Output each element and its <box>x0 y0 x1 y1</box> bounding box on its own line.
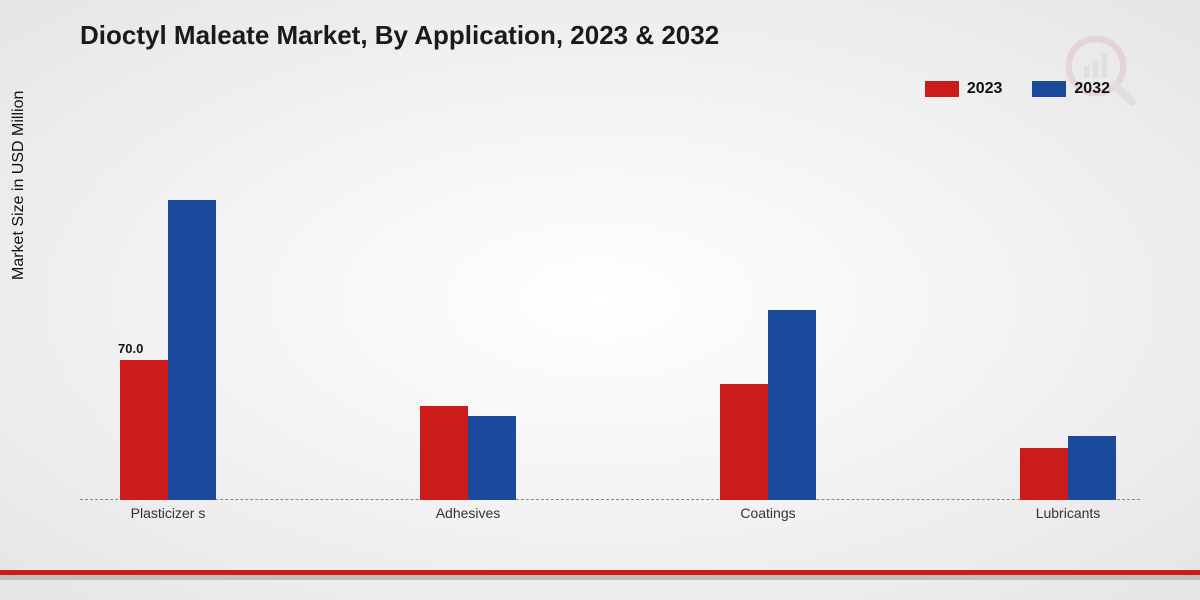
logo-watermark <box>1060 30 1140 110</box>
x-axis-label: Lubricants <box>1013 505 1123 521</box>
data-label: 70.0 <box>118 341 143 356</box>
legend: 2023 2032 <box>925 80 1110 98</box>
y-axis-label: Market Size in USD Million <box>10 91 28 280</box>
bar-2023 <box>1020 448 1068 500</box>
footer-bar <box>0 570 1200 580</box>
legend-item-2023: 2023 <box>925 80 1003 98</box>
bar-group <box>1020 436 1116 500</box>
chart-title: Dioctyl Maleate Market, By Application, … <box>80 20 719 51</box>
bar-2032 <box>468 416 516 500</box>
legend-item-2032: 2032 <box>1032 80 1110 98</box>
x-axis-label: Coatings <box>713 505 823 521</box>
legend-label-2023: 2023 <box>967 80 1003 98</box>
x-axis-label: Plasticizer s <box>113 505 223 521</box>
legend-swatch-2023 <box>925 81 959 97</box>
legend-swatch-2032 <box>1032 81 1066 97</box>
bar-2032 <box>1068 436 1116 500</box>
bar-2023 <box>420 406 468 500</box>
bar-2023 <box>720 384 768 500</box>
bar-group <box>720 310 816 500</box>
x-axis-label: Adhesives <box>413 505 523 521</box>
legend-label-2032: 2032 <box>1074 80 1110 98</box>
bar-2032 <box>768 310 816 500</box>
chart-baseline <box>80 499 1140 500</box>
bar-2023 <box>120 360 168 500</box>
chart-area: 70.0 <box>80 140 1140 500</box>
bar-2032 <box>168 200 216 500</box>
bar-group <box>420 406 516 500</box>
